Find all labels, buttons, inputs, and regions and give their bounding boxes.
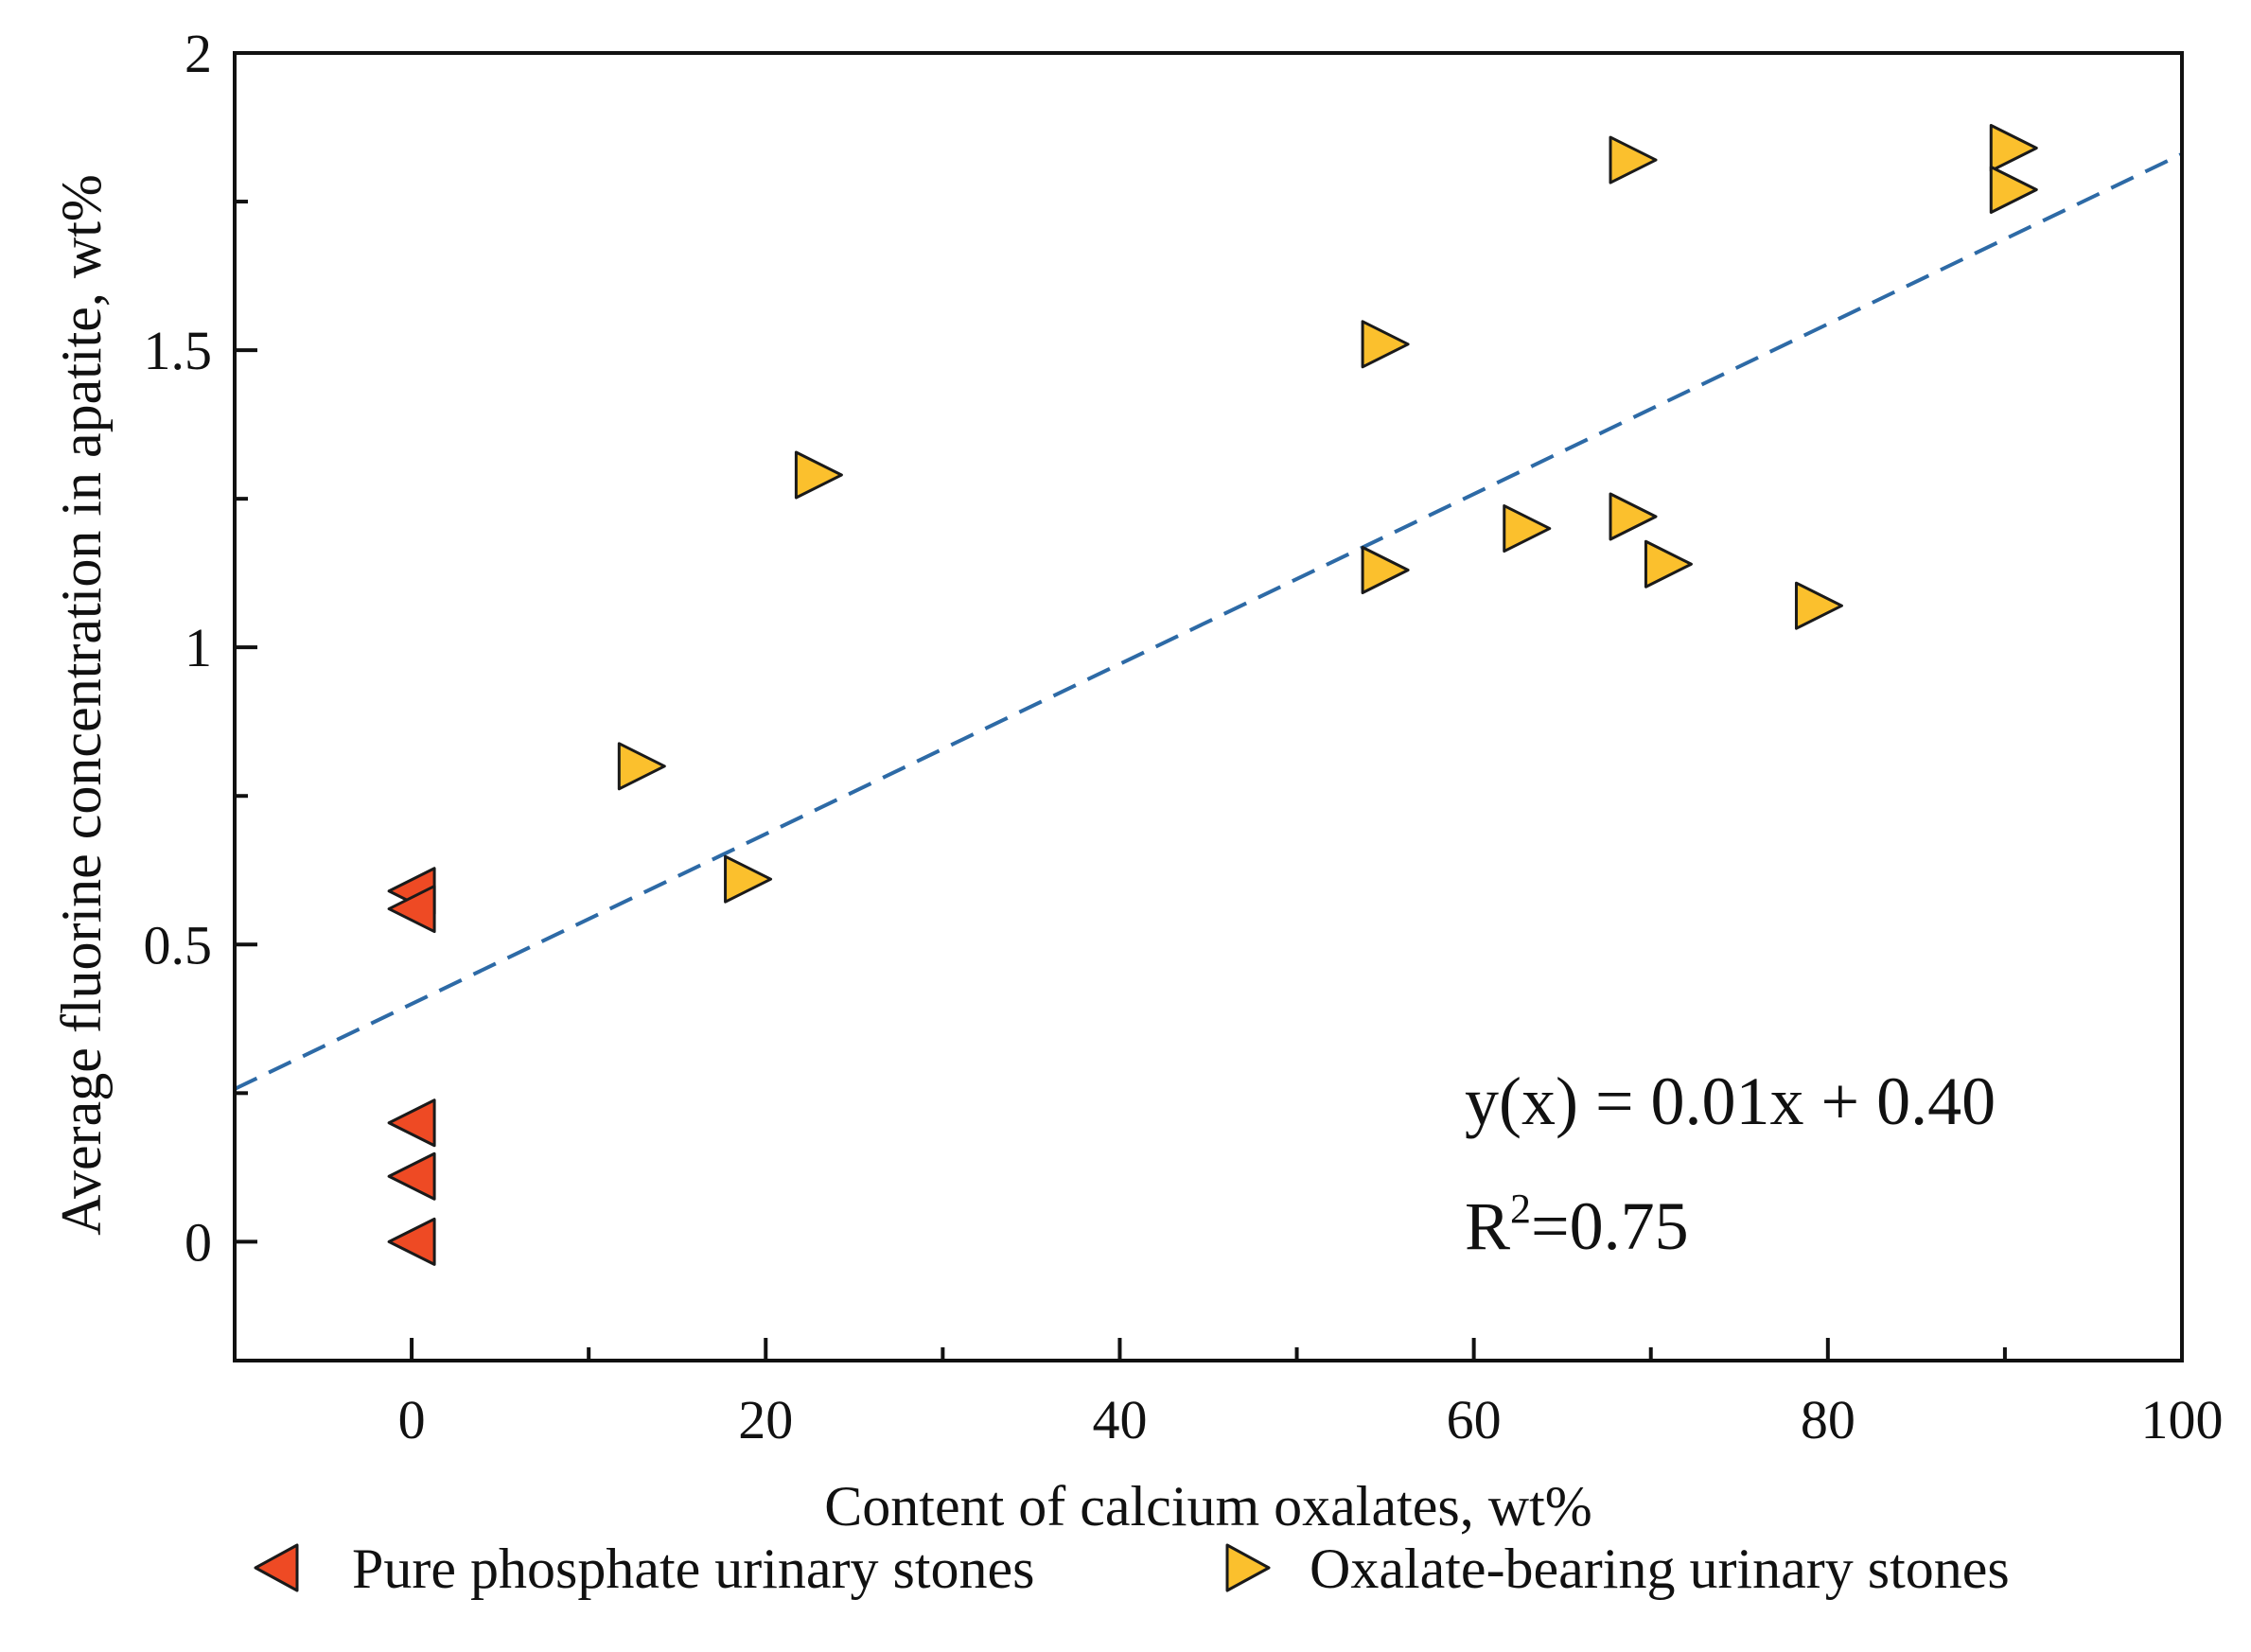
oxalate-bearing-point <box>794 450 843 500</box>
equation-annotation: y(x) = 0.01x + 0.40 <box>1465 1063 1996 1139</box>
plot-frame <box>233 51 2184 1362</box>
oxalate-bearing-point <box>1609 135 1658 185</box>
trendline-layer <box>235 151 2182 1091</box>
x-tick-label: 60 <box>1447 1389 1502 1450</box>
legend-marker-pure-phosphate <box>254 1543 299 1592</box>
x-axis-ticks: 0 20 40 60 80 100 <box>398 1338 2224 1450</box>
y-tick-label: 2 <box>185 23 212 84</box>
x-tick-label: 20 <box>738 1389 793 1450</box>
oxalate-bearing-point <box>1794 581 1843 630</box>
x-tick-label: 100 <box>2141 1389 2224 1450</box>
oxalate-bearing-point <box>617 742 666 791</box>
y-tick-label: 1 <box>185 617 212 678</box>
oxalate-bearing-point <box>1644 539 1693 589</box>
x-tick-label: 40 <box>1092 1389 1147 1450</box>
oxalate-bearing-point <box>1989 124 2038 173</box>
legend-label-pure-phosphate: Pure phosphate urinary stones <box>352 1538 1035 1600</box>
data-points-layer <box>387 124 2038 1266</box>
oxalate-bearing-point <box>1361 546 1410 595</box>
legend-label-oxalate-bearing: Oxalate-bearing urinary stones <box>1310 1538 2010 1600</box>
pure-phosphate-point <box>387 885 436 934</box>
pure-phosphate-point <box>387 1098 436 1148</box>
oxalate-bearing-point <box>1989 165 2038 214</box>
pure-phosphate-point <box>387 1217 436 1266</box>
x-tick-label: 80 <box>1801 1389 1855 1450</box>
legend-marker-oxalate-bearing <box>1225 1543 1271 1592</box>
trendline <box>235 151 2182 1091</box>
x-tick-label: 0 <box>398 1389 426 1450</box>
r-squared-superscript: 2 <box>1510 1186 1531 1232</box>
r-squared-prefix: R <box>1465 1188 1510 1264</box>
oxalate-bearing-point <box>1609 492 1658 541</box>
oxalate-bearing-point <box>724 854 773 904</box>
y-tick-label: 0.5 <box>144 914 213 975</box>
y-tick-label: 1.5 <box>144 320 213 381</box>
oxalate-bearing-point <box>1361 320 1410 369</box>
y-axis-title: Average fluorine concentration in apatit… <box>50 174 113 1236</box>
y-axis-ticks: 0 0.5 1 1.5 2 <box>144 23 257 1273</box>
oxalate-bearing-point <box>1503 504 1552 554</box>
x-axis-title: Content of calcium oxalates, wt% <box>824 1475 1592 1538</box>
r-squared-annotation: R2=0.75 <box>1465 1186 1689 1264</box>
legend: Pure phosphate urinary stones Oxalate-be… <box>254 1538 2010 1600</box>
pure-phosphate-point <box>387 1151 436 1201</box>
y-tick-label: 0 <box>185 1211 212 1273</box>
r-squared-value: =0.75 <box>1531 1188 1689 1264</box>
